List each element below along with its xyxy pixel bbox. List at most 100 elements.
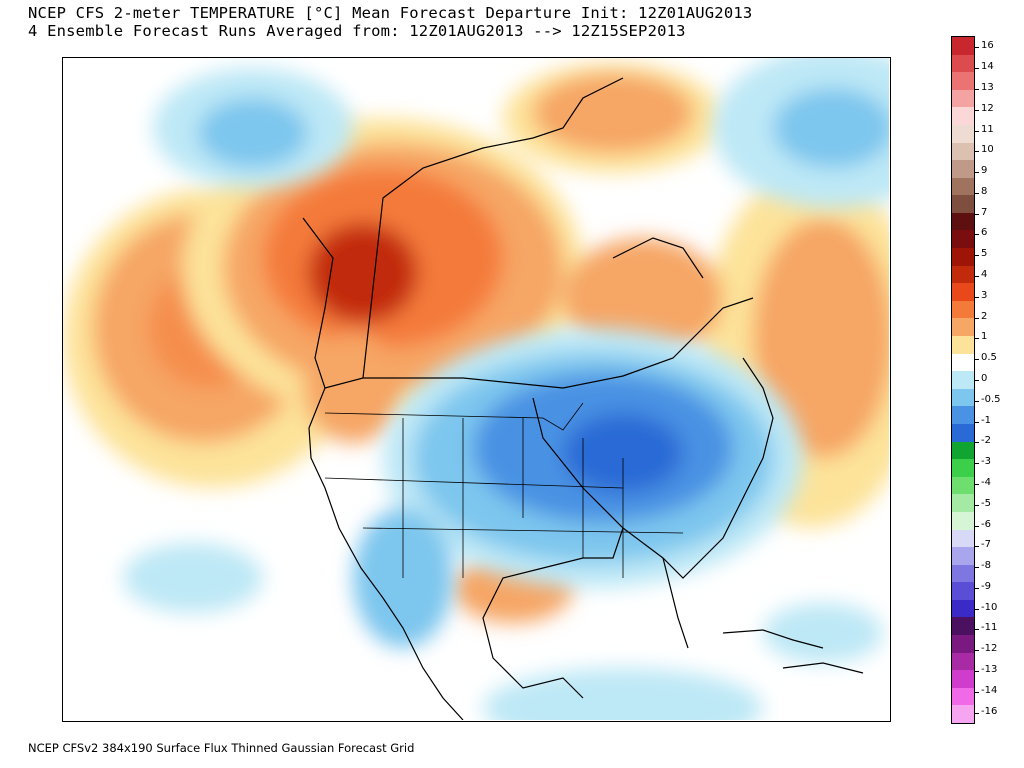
color-scale-tick [974, 47, 979, 49]
color-scale-label: -8 [981, 560, 991, 572]
color-scale-swatch [952, 687, 974, 706]
color-scale-label: 13 [981, 81, 994, 93]
color-scale-label: 16 [981, 40, 994, 52]
color-scale-swatch [952, 212, 974, 231]
map-title-line-2: 4 Ensemble Forecast Runs Averaged from: … [28, 22, 686, 40]
color-scale-swatch [952, 459, 974, 478]
color-scale-swatch [952, 388, 974, 407]
color-scale-label: 11 [981, 123, 994, 135]
color-scale-swatch [952, 336, 974, 355]
color-scale-swatch [952, 670, 974, 689]
color-scale-swatch [952, 195, 974, 214]
color-scale-label: -1 [981, 414, 991, 426]
color-scale-swatch [952, 476, 974, 495]
color-scale-swatch [952, 300, 974, 319]
color-scale-swatch [952, 107, 974, 126]
color-scale-swatch [952, 160, 974, 179]
color-scale-label: 10 [981, 144, 994, 156]
color-scale-swatch [952, 37, 974, 56]
color-scale-swatch [952, 599, 974, 618]
temperature-anomaly-map [62, 57, 891, 722]
color-scale-swatch [952, 635, 974, 654]
color-scale-tick [974, 567, 979, 569]
color-scale-label: 8 [981, 185, 988, 197]
color-scale-swatch [952, 54, 974, 73]
color-scale-tick [974, 442, 979, 444]
color-scale-tick [974, 296, 979, 298]
color-scale-tick [974, 483, 979, 485]
color-scale-swatch [952, 265, 974, 284]
grid-description: NCEP CFSv2 384x190 Surface Flux Thinned … [28, 741, 415, 755]
color-scale-tick [974, 234, 979, 236]
color-scale-label: 5 [981, 248, 988, 260]
color-scale-label: 14 [981, 61, 994, 73]
color-scale-label: 4 [981, 269, 988, 281]
map-canvas [63, 58, 889, 720]
color-scale-label: 1 [981, 331, 988, 343]
color-scale-label: -6 [981, 518, 991, 530]
color-scale-swatch [952, 318, 974, 337]
color-scale-tick [974, 317, 979, 319]
color-scale-swatch [952, 705, 974, 724]
color-scale-label: -4 [981, 476, 991, 488]
color-scale-label: 0.5 [981, 352, 997, 364]
color-scale-swatch [952, 406, 974, 425]
color-scale-label: 9 [981, 165, 988, 177]
color-scale-swatch [952, 283, 974, 302]
color-scale-swatch [952, 353, 974, 372]
color-scale-swatch [952, 230, 974, 249]
color-scale-tick [974, 68, 979, 70]
color-scale-swatch [952, 177, 974, 196]
color-scale-bar [951, 36, 975, 724]
color-scale-label: -11 [981, 622, 998, 634]
color-scale-swatch [952, 371, 974, 390]
color-scale-tick [974, 463, 979, 465]
color-scale-label: -12 [981, 643, 998, 655]
color-scale-tick [974, 380, 979, 381]
color-scale-tick [974, 130, 979, 132]
color-scale-label: 3 [981, 289, 988, 301]
color-scale-label: -9 [981, 580, 991, 592]
color-scale-tick [974, 546, 979, 548]
color-scale-label: -16 [981, 705, 998, 717]
color-scale-tick [974, 359, 979, 361]
color-scale-tick [974, 608, 979, 610]
color-scale-swatch [952, 529, 974, 548]
color-scale-tick [974, 213, 979, 215]
color-scale-tick [974, 338, 979, 340]
color-scale-tick [974, 629, 979, 631]
color-scale-swatch [952, 89, 974, 108]
color-scale-label: -7 [981, 539, 991, 551]
color-scale-tick [974, 88, 979, 90]
color-scale-label: -14 [981, 684, 998, 696]
color-scale-swatch [952, 582, 974, 601]
color-scale-tick [974, 192, 979, 194]
color-scale-label: 7 [981, 206, 988, 218]
color-scale-label: 6 [981, 227, 988, 239]
color-scale-tick [974, 172, 979, 174]
color-scale-label: -13 [981, 664, 998, 676]
color-scale-label: -0.5 [981, 393, 1001, 405]
map-title-line-1: NCEP CFS 2-meter TEMPERATURE [°C] Mean F… [28, 4, 753, 22]
color-scale-swatch [952, 124, 974, 144]
color-scale-tick [974, 712, 979, 714]
color-scale-label: 12 [981, 102, 994, 114]
color-scale-tick [974, 504, 979, 506]
color-scale-label: -3 [981, 456, 991, 468]
color-scale-label: -2 [981, 435, 991, 447]
state-borders [324, 402, 684, 578]
color-scale-label: -10 [981, 601, 998, 613]
color-scale-label: -5 [981, 497, 991, 509]
color-scale-swatch [952, 248, 974, 267]
color-scale-tick [974, 691, 979, 693]
color-scale-label: 0 [981, 373, 988, 384]
color-scale-swatch [952, 494, 974, 513]
color-scale-tick [974, 587, 979, 589]
color-scale-swatch [952, 72, 974, 91]
color-scale-swatch [952, 652, 974, 671]
color-scale-tick [974, 650, 979, 652]
color-scale-swatch [952, 511, 974, 530]
color-scale-swatch [952, 142, 974, 161]
color-scale-tick [974, 276, 979, 278]
color-scale-swatch [952, 547, 974, 566]
